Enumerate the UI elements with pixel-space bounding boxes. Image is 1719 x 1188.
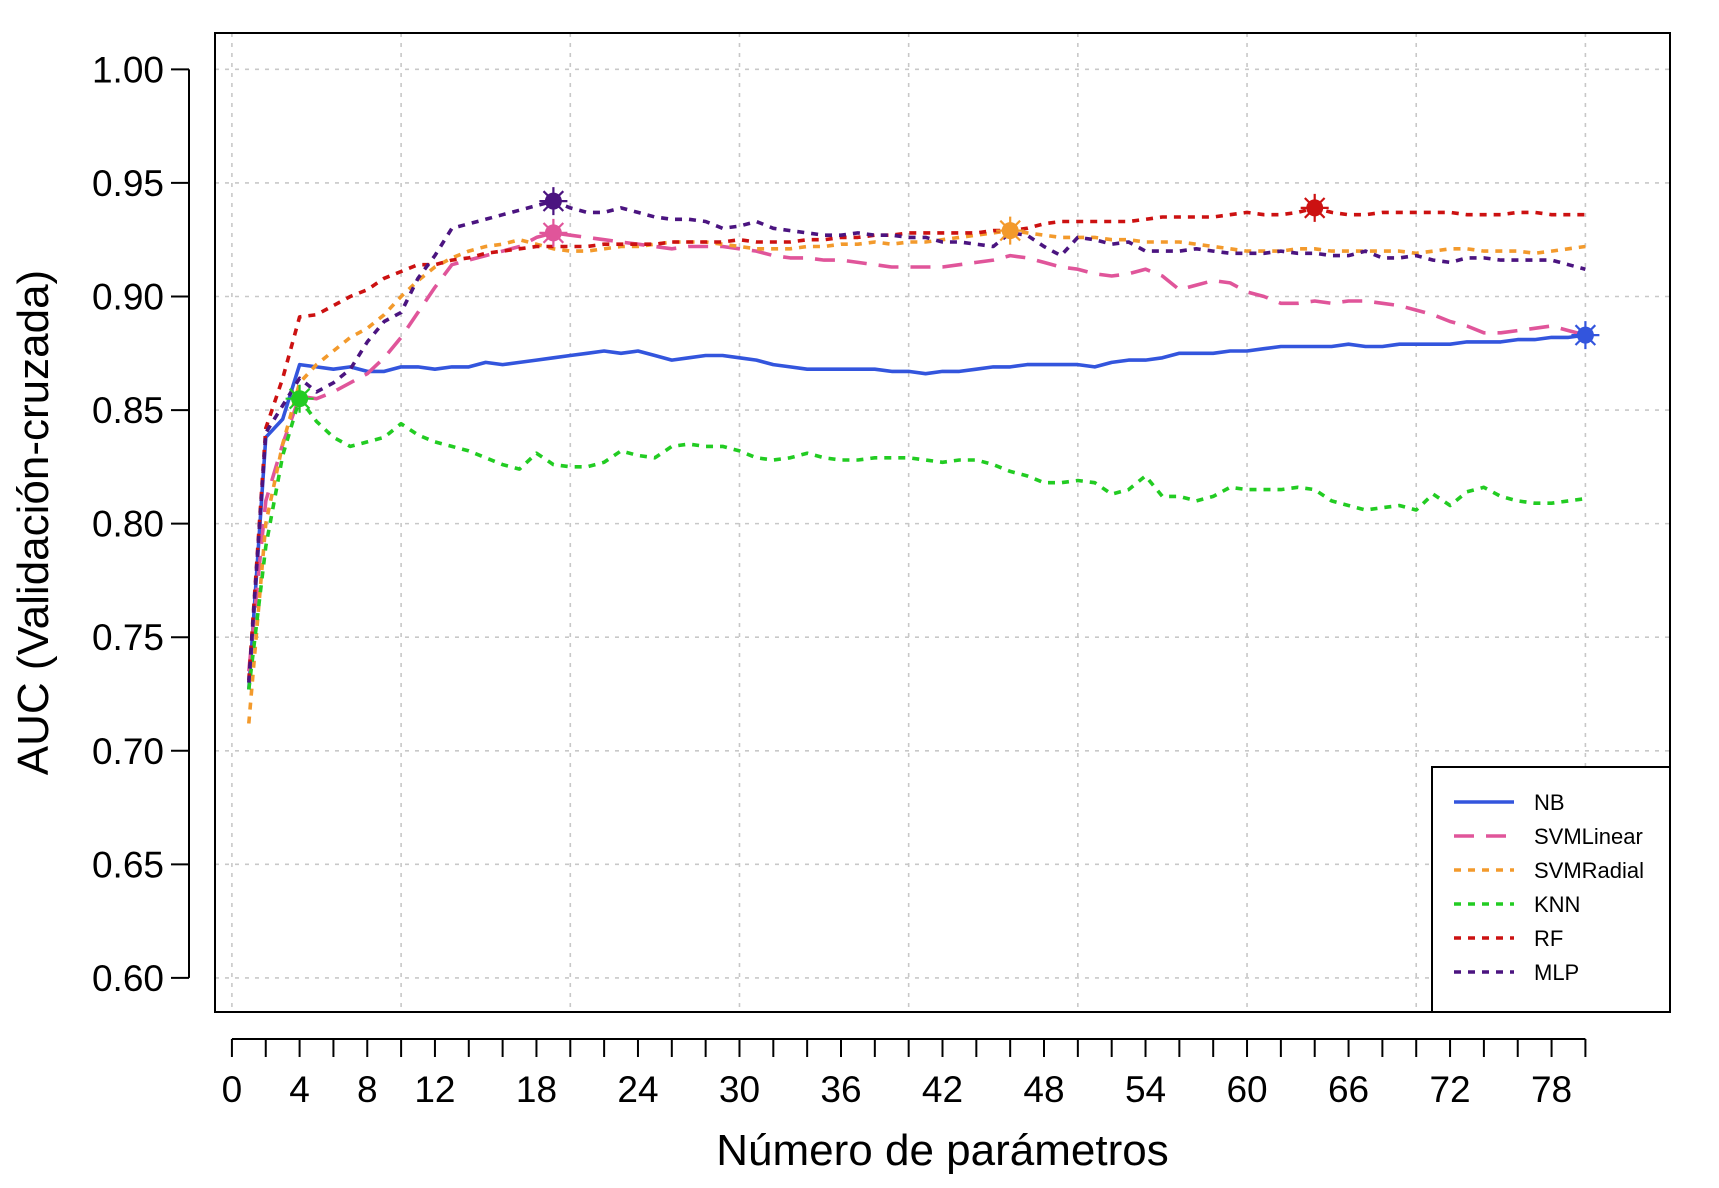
- x-tick-label: 18: [516, 1069, 557, 1110]
- x-axis-title: Número de parámetros: [716, 1126, 1168, 1175]
- y-tick-label: 0.75: [92, 617, 164, 658]
- x-tick-label: 0: [222, 1069, 243, 1110]
- legend: NB SVMLinear SVMRadial KNN RF MLP: [1431, 766, 1671, 1013]
- legend-label-rf: RF: [1534, 926, 1563, 951]
- legend-label-nb: NB: [1534, 790, 1565, 815]
- best-marker-svmradial: [996, 216, 1025, 245]
- y-tick-label: 0.85: [92, 390, 164, 431]
- y-tick-label: 0.60: [92, 958, 164, 999]
- best-marker-svmlinear: [539, 218, 568, 247]
- x-tick-label: 4: [289, 1069, 310, 1110]
- y-axis: 0.60 0.65 0.70 0.75 0.80 0.85 0.90 0.95 1.00: [92, 49, 190, 999]
- best-marker-knn: [285, 384, 314, 413]
- x-tick-label: 48: [1023, 1069, 1064, 1110]
- x-tick-label: 36: [820, 1069, 861, 1110]
- legend-label-svmlinear: SVMLinear: [1534, 824, 1643, 849]
- plot-frame: [214, 32, 1671, 1013]
- y-tick-label: 1.00: [92, 49, 164, 90]
- series-line-knn: [247, 396, 1586, 690]
- x-tick-label: 78: [1531, 1069, 1572, 1110]
- y-axis-title: AUC (Validación-cruzada): [9, 270, 58, 775]
- series-line-svmlinear: [247, 231, 1586, 672]
- best-marker-mlp: [539, 187, 568, 216]
- x-tick-label: 8: [357, 1069, 378, 1110]
- x-tick-label: 72: [1429, 1069, 1470, 1110]
- legend-label-mlp: MLP: [1534, 960, 1579, 985]
- best-marker-dot: [1001, 222, 1019, 240]
- legend-label-svmradial: SVMRadial: [1534, 858, 1644, 883]
- grid-lines: [215, 33, 1670, 1012]
- best-marker-dot: [544, 224, 562, 242]
- best-marker-rf: [1300, 193, 1329, 222]
- x-tick-label: 66: [1328, 1069, 1369, 1110]
- y-tick-label: 0.80: [92, 504, 164, 545]
- best-marker-dot: [544, 192, 562, 210]
- x-axis: 0 4 8 12 18 24 30 36 42 48 54 60 66 72 78: [222, 1038, 1587, 1110]
- best-marker-nb: [1571, 321, 1600, 350]
- y-tick-label: 0.90: [92, 276, 164, 317]
- series-line-mlp: [247, 199, 1586, 683]
- y-tick-label: 0.70: [92, 731, 164, 772]
- series-line-nb: [247, 333, 1586, 690]
- y-tick-label: 0.65: [92, 844, 164, 885]
- x-tick-label: 42: [922, 1069, 963, 1110]
- best-marker-dot: [1576, 326, 1594, 344]
- x-tick-label: 60: [1226, 1069, 1267, 1110]
- legend-label-knn: KNN: [1534, 892, 1580, 917]
- best-markers: [285, 187, 1600, 413]
- y-tick-label: 0.95: [92, 163, 164, 204]
- x-tick-label: 24: [617, 1069, 658, 1110]
- best-marker-dot: [1306, 199, 1324, 217]
- x-tick-label: 54: [1125, 1069, 1166, 1110]
- x-tick-label: 30: [719, 1069, 760, 1110]
- best-marker-dot: [291, 390, 309, 408]
- x-tick-label: 12: [414, 1069, 455, 1110]
- series-lines: [247, 199, 1586, 724]
